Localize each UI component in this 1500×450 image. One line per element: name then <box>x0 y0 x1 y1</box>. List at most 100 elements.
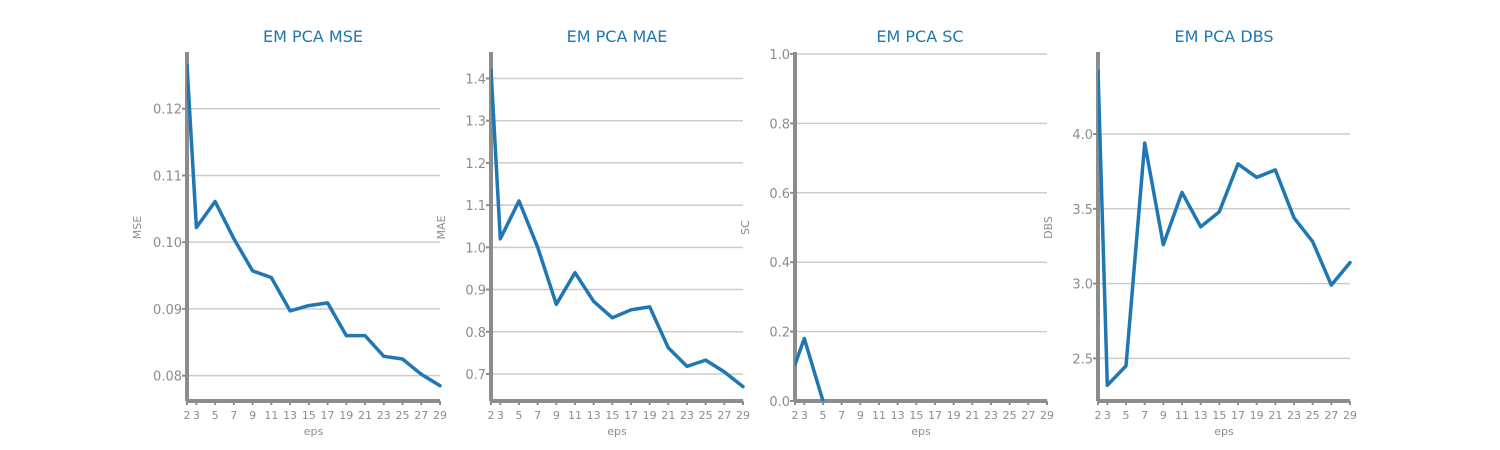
x-tick-label: 29 <box>736 409 750 422</box>
x-tick-label: 25 <box>699 409 713 422</box>
x-tick-label: 27 <box>717 409 731 422</box>
x-tick-label: 25 <box>396 409 410 422</box>
x-tick-label: 27 <box>1324 409 1338 422</box>
y-axis-label: MSE <box>131 216 144 239</box>
x-tick-label: 15 <box>909 409 923 422</box>
x-tick-label: 9 <box>857 409 864 422</box>
y-tick-label: 2.5 <box>1072 352 1093 367</box>
x-tick-label: 17 <box>1231 409 1245 422</box>
y-tick-label: 1.3 <box>465 115 486 130</box>
x-tick-label: 27 <box>1021 409 1035 422</box>
x-tick-label: 17 <box>928 409 942 422</box>
series-line <box>1098 69 1352 388</box>
y-axis-label: MAE <box>435 215 448 239</box>
x-tick-label: 23 <box>1287 409 1301 422</box>
y-tick-label: 1.0 <box>769 48 790 63</box>
x-tick-label: 9 <box>553 409 560 422</box>
y-tick-label: 0.08 <box>153 370 182 385</box>
y-tick-label: 0.8 <box>465 326 486 341</box>
x-tick-label: 2 <box>488 409 495 422</box>
x-tick-label: 3 <box>801 409 808 422</box>
x-tick-label: 2 <box>1095 409 1102 422</box>
chart-title: EM PCA SC <box>876 27 963 46</box>
x-tick-label: 13 <box>1194 409 1208 422</box>
x-tick-label: 29 <box>1343 409 1357 422</box>
x-tick-label: 17 <box>321 409 335 422</box>
x-tick-label: 13 <box>891 409 905 422</box>
x-tick-label: 15 <box>605 409 619 422</box>
x-tick-label: 3 <box>497 409 504 422</box>
x-axis-label: eps <box>911 425 931 438</box>
chart-title: EM PCA MAE <box>567 27 668 46</box>
y-tick-label: 1.1 <box>465 199 486 214</box>
x-tick-label: 19 <box>643 409 657 422</box>
x-tick-label: 3 <box>193 409 200 422</box>
x-tick-label: 25 <box>1003 409 1017 422</box>
chart-title: EM PCA DBS <box>1174 27 1273 46</box>
y-tick-label: 0.7 <box>465 368 486 383</box>
y-tick-label: 0.0 <box>769 395 790 410</box>
x-tick-label: 25 <box>1306 409 1320 422</box>
x-tick-label: 11 <box>264 409 278 422</box>
y-tick-label: 0.12 <box>153 103 182 118</box>
y-tick-label: 4.0 <box>1072 128 1093 143</box>
y-tick-label: 1.2 <box>465 157 486 172</box>
x-tick-label: 21 <box>661 409 675 422</box>
x-tick-label: 5 <box>516 409 523 422</box>
x-tick-label: 19 <box>1250 409 1264 422</box>
x-tick-label: 2 <box>792 409 799 422</box>
series-line <box>795 336 825 401</box>
x-tick-label: 17 <box>624 409 638 422</box>
x-tick-label: 15 <box>1212 409 1226 422</box>
x-tick-label: 5 <box>820 409 827 422</box>
x-tick-label: 19 <box>947 409 961 422</box>
x-axis-label: eps <box>1214 425 1234 438</box>
x-tick-label: 23 <box>984 409 998 422</box>
x-axis-label: eps <box>607 425 627 438</box>
x-tick-label: 7 <box>230 409 237 422</box>
x-axis-label: eps <box>304 425 324 438</box>
x-tick-label: 13 <box>283 409 297 422</box>
x-tick-label: 3 <box>1104 409 1111 422</box>
y-axis-label: SC <box>739 220 752 235</box>
x-tick-label: 7 <box>838 409 845 422</box>
y-tick-label: 0.10 <box>153 236 182 251</box>
y-tick-label: 0.8 <box>769 117 790 132</box>
y-tick-label: 3.5 <box>1072 203 1093 218</box>
x-tick-label: 21 <box>1268 409 1282 422</box>
series-line <box>187 63 442 388</box>
series-line <box>491 68 745 389</box>
x-tick-label: 2 <box>184 409 191 422</box>
chart-title: EM PCA MSE <box>263 27 363 46</box>
x-tick-label: 13 <box>587 409 601 422</box>
x-tick-label: 7 <box>534 409 541 422</box>
x-tick-label: 5 <box>212 409 219 422</box>
x-tick-label: 23 <box>680 409 694 422</box>
y-tick-label: 0.2 <box>769 326 790 341</box>
y-tick-label: 1.4 <box>465 72 486 87</box>
x-tick-label: 27 <box>414 409 428 422</box>
x-tick-label: 11 <box>872 409 886 422</box>
x-tick-label: 29 <box>433 409 447 422</box>
x-tick-label: 9 <box>249 409 256 422</box>
y-tick-label: 1.0 <box>465 241 486 256</box>
y-tick-label: 0.09 <box>153 303 182 318</box>
x-tick-label: 19 <box>339 409 353 422</box>
x-tick-label: 9 <box>1160 409 1167 422</box>
x-tick-label: 11 <box>1175 409 1189 422</box>
x-tick-label: 5 <box>1123 409 1130 422</box>
x-tick-label: 11 <box>568 409 582 422</box>
y-axis-label: DBS <box>1042 216 1055 239</box>
x-tick-label: 23 <box>377 409 391 422</box>
x-tick-label: 21 <box>358 409 372 422</box>
x-tick-label: 15 <box>302 409 316 422</box>
y-tick-label: 3.0 <box>1072 278 1093 293</box>
y-tick-label: 0.9 <box>465 284 486 299</box>
x-tick-label: 29 <box>1040 409 1054 422</box>
y-tick-label: 0.11 <box>153 169 182 184</box>
x-tick-label: 7 <box>1141 409 1148 422</box>
